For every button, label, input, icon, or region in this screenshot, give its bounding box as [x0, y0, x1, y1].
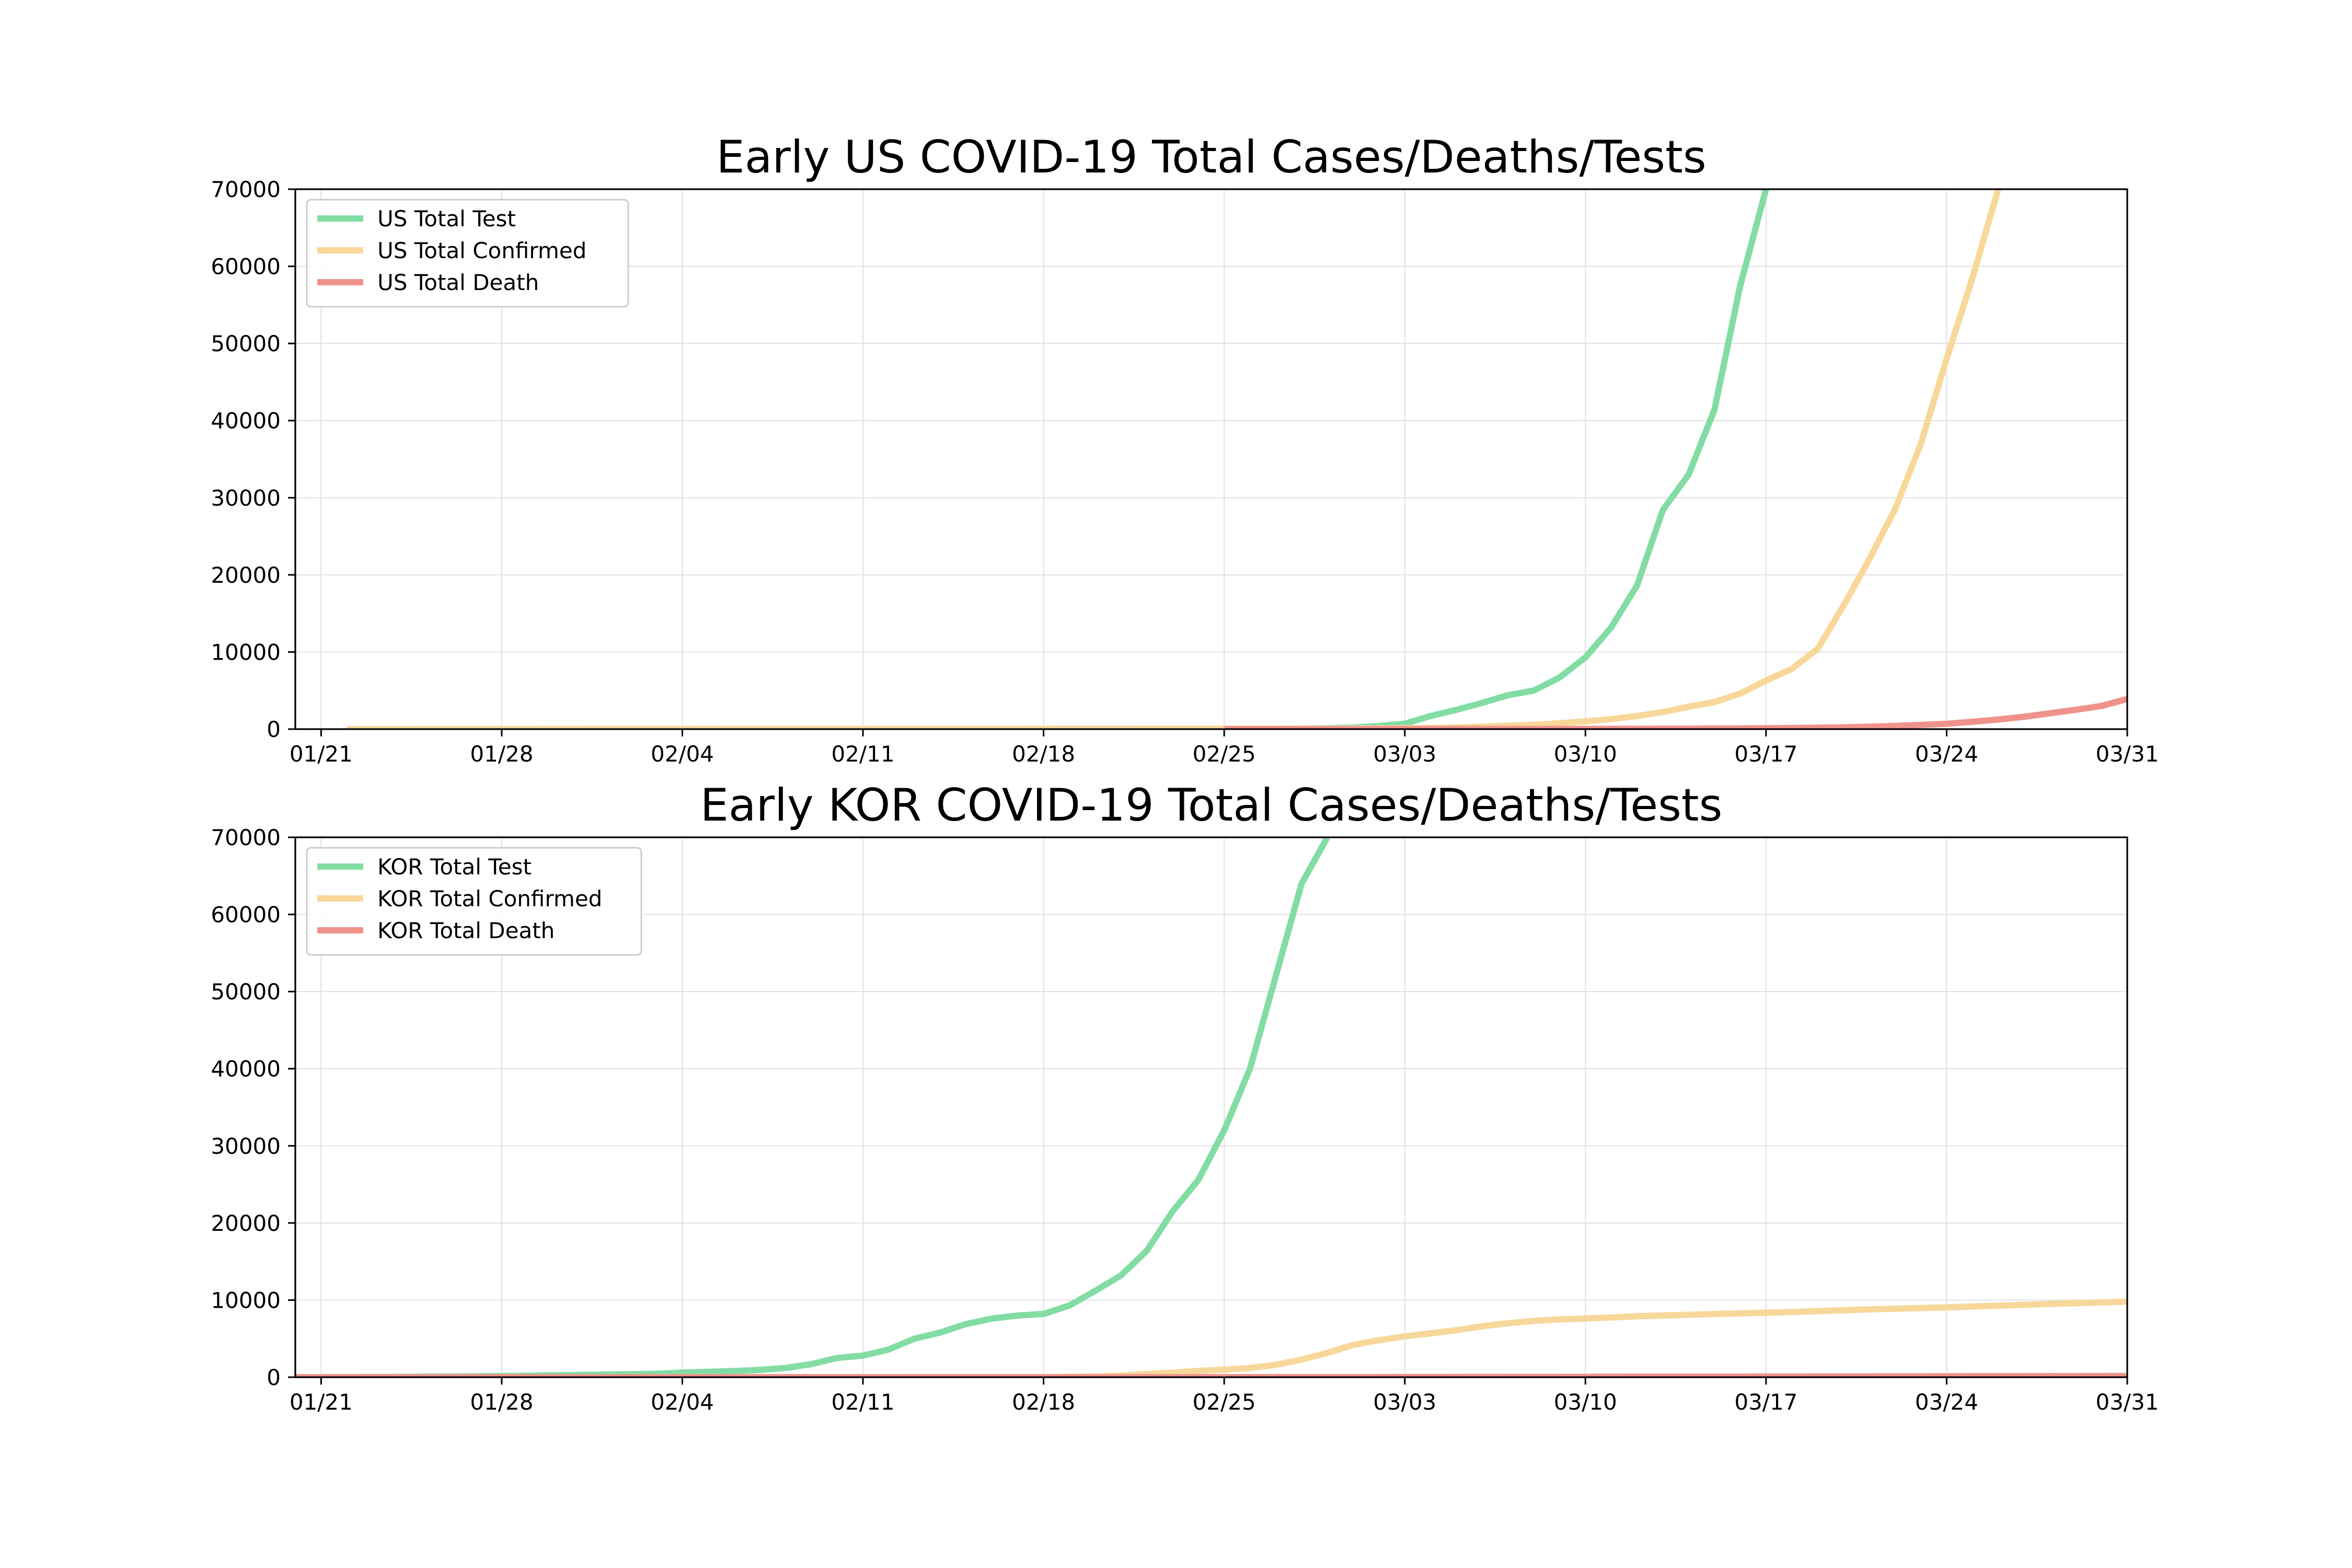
legend-label: KOR Total Test — [377, 854, 532, 880]
x-tick-label: 03/17 — [1734, 1389, 1797, 1415]
legend-label: KOR Total Confirmed — [377, 886, 602, 912]
y-tick-label: 20000 — [211, 562, 281, 588]
x-tick-label: 02/04 — [651, 741, 714, 767]
legend-label: US Total Confirmed — [377, 238, 586, 263]
series-line-us-total-test — [1275, 189, 1769, 729]
chart-panel-2: 01/21 01/28 02/04 02/11 02/18 02/25 03/03 03/10… — [211, 779, 2159, 1415]
y-tick-label: 0 — [267, 1365, 281, 1390]
x-tick-label: 01/28 — [470, 741, 533, 767]
x-tick-label: 01/21 — [290, 1389, 353, 1415]
y-tick-label: 70000 — [211, 177, 281, 202]
x-tick-label: 02/25 — [1193, 741, 1256, 767]
legend-box — [306, 847, 642, 956]
legend-label: US Total Test — [377, 206, 516, 232]
legend-label: US Total Death — [377, 270, 539, 295]
legend-box — [306, 199, 629, 308]
legend-label: KOR Total Death — [377, 918, 555, 943]
y-tick-label: 60000 — [211, 254, 281, 280]
series-line-kor-total-test — [295, 837, 1330, 1377]
y-tick-label: 70000 — [211, 825, 281, 850]
plot-frame — [294, 188, 2128, 730]
x-tick-label: 01/21 — [290, 741, 353, 767]
chart-title: Early US COVID-19 Total Cases/Deaths/Tes… — [716, 131, 1706, 183]
y-tick-label: 40000 — [211, 408, 281, 434]
chart-title: Early KOR COVID-19 Total Cases/Deaths/Te… — [700, 779, 1723, 832]
y-tick-label: 30000 — [211, 485, 281, 511]
y-tick-label: 60000 — [211, 902, 281, 928]
chart-panel-1: 01/21 01/28 02/04 02/11 02/18 02/25 03/03 03/10… — [211, 131, 2159, 767]
legend: KOR Total Test KOR Total Confirmed KOR Tot… — [306, 847, 642, 956]
x-tick-label: 03/17 — [1734, 741, 1797, 767]
y-tick-label: 10000 — [211, 639, 281, 665]
legend: US Total Test US Total Confirmed US Total … — [306, 199, 629, 308]
y-tick-label: 50000 — [211, 979, 281, 1005]
x-tick-label: 02/11 — [832, 1389, 895, 1415]
x-tick-label: 03/24 — [1915, 741, 1978, 767]
x-tick-label: 03/24 — [1915, 1389, 1978, 1415]
y-tick-label: 20000 — [211, 1210, 281, 1236]
x-tick-label: 03/10 — [1554, 741, 1617, 767]
x-tick-label: 01/28 — [470, 1389, 533, 1415]
y-tick-label: 10000 — [211, 1287, 281, 1313]
x-tick-label: 02/18 — [1012, 1389, 1075, 1415]
x-tick-label: 03/03 — [1373, 1389, 1436, 1415]
y-tick-label: 50000 — [211, 331, 281, 356]
x-tick-label: 03/31 — [2095, 741, 2159, 767]
x-tick-label: 03/31 — [2095, 1389, 2159, 1415]
series-line-kor-total-confirmed — [295, 1298, 2127, 1377]
x-tick-label: 02/25 — [1193, 1389, 1256, 1415]
x-tick-label: 02/18 — [1012, 741, 1075, 767]
y-tick-label: 0 — [267, 717, 281, 742]
x-tick-label: 03/03 — [1373, 741, 1436, 767]
x-tick-label: 02/04 — [651, 1389, 714, 1415]
x-tick-label: 02/11 — [832, 741, 895, 767]
y-tick-label: 30000 — [211, 1133, 281, 1159]
y-tick-label: 40000 — [211, 1056, 281, 1082]
x-tick-label: 03/10 — [1554, 1389, 1617, 1415]
plot-frame — [294, 836, 2128, 1378]
